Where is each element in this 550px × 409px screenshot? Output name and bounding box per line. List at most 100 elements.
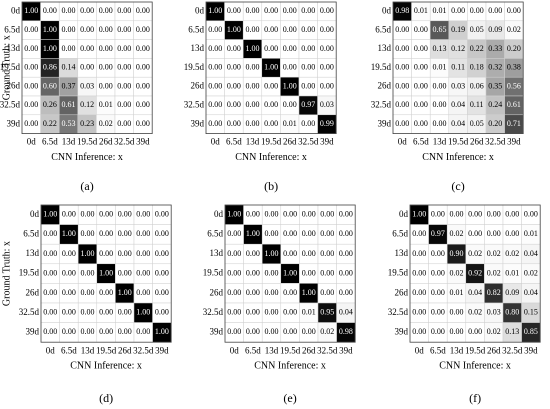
cell-value-label: 0.00 [302,268,316,277]
cell-value-label: 0.00 [62,268,76,277]
x-tick-label: 26d [470,137,484,147]
cell-value-label: 0.18 [470,63,484,72]
cell-value-label: 0.00 [43,327,57,336]
x-tick-label: 13d [246,137,260,147]
cell-value-label: 0.00 [468,327,482,336]
y-tick-label: 6.5d [207,228,223,238]
cell-value-label: 0.00 [470,6,484,15]
y-tick-label: 26d [26,287,40,297]
x-tick-label: 32.5d [114,137,135,147]
cell-value-label: 0.00 [62,44,76,53]
cell-value-label: 0.00 [283,210,297,219]
cell-value-label: 0.00 [24,25,38,34]
cell-value-label: 0.00 [136,119,150,128]
y-tick-label: 39d [191,118,205,128]
cell-value-label: 0.00 [227,119,241,128]
cell-value-label: 0.00 [136,210,150,219]
cell-value-label: 0.00 [246,25,260,34]
y-tick-label: 13d [7,43,21,53]
cell-value-label: 0.99 [320,119,334,128]
cell-value-label: 0.00 [136,81,150,90]
cell-value-label: 1.00 [227,210,241,219]
cell-value-label: 0.00 [412,288,426,297]
cell-value-label: 0.01 [505,268,519,277]
x-tick-label: 0d [27,137,37,147]
x-tick-label: 6.5d [413,137,429,147]
x-tick-label: 13d [62,137,76,147]
cell-value-label: 0.02 [450,229,464,238]
x-tick-label: 39d [524,345,538,355]
cell-value-label: 1.00 [227,25,241,34]
cell-value-label: 0.00 [80,63,94,72]
cell-value-label: 0.20 [488,119,502,128]
cell-value-label: 0.00 [43,229,57,238]
cell-value-label: 0.00 [505,229,519,238]
cell-value-label: 0.00 [208,81,222,90]
cell-value-label: 0.22 [43,119,57,128]
cell-value-label: 0.00 [395,25,409,34]
cell-value-label: 0.00 [81,327,95,336]
cell-value-label: 0.00 [246,210,260,219]
cell-value-label: 0.14 [62,63,76,72]
cell-value-label: 0.00 [246,308,260,317]
cell-value-label: 0.02 [487,327,501,336]
cell-value-label: 0.01 [414,6,428,15]
y-tick-label: 26d [191,81,205,91]
cell-value-label: 0.00 [117,63,131,72]
cell-value-label: 0.04 [339,308,353,317]
y-tick-label: 19.5d [0,62,21,72]
panel-caption: (f) [469,391,481,405]
cell-value-label: 0.00 [81,268,95,277]
cell-value-label: 0.38 [507,63,521,72]
heatmap-panel: 1.00 0.00 0.00 0.00 0.00 0.00 0.00 0.00 1.00 0.00… [184,1,337,193]
cell-value-label: 0.00 [24,119,38,128]
cell-value-label: 0.00 [433,81,447,90]
x-axis-label: CNN Inference: x [254,360,326,371]
cell-value-label: 0.00 [136,229,150,238]
cell-value-label: 0.00 [433,119,447,128]
cell-value-label: 0.00 [80,6,94,15]
cell-value-label: 0.00 [302,249,316,258]
cell-value-label: 0.00 [414,44,428,53]
cell-value-label: 0.00 [43,288,57,297]
cell-value-label: 0.00 [208,25,222,34]
cell-value-label: 0.00 [412,308,426,317]
cell-value-label: 0.00 [320,44,334,53]
cell-value-label: 0.00 [227,249,241,258]
cell-value-label: 0.00 [62,308,76,317]
cell-value-label: 0.00 [24,100,38,109]
cell-value-label: 0.11 [470,100,484,109]
cell-value-label: 0.15 [524,308,538,317]
cell-value-label: 0.01 [433,63,447,72]
x-tick-label: 26d [487,345,501,355]
cell-value-label: 0.01 [283,119,297,128]
y-tick-label: 6.5d [188,24,204,34]
cell-value-label: 0.00 [136,268,150,277]
cell-value-label: 0.00 [246,268,260,277]
x-tick-label: 6.5d [61,345,77,355]
panel-caption: (c) [451,179,464,193]
cell-value-label: 0.23 [80,119,94,128]
cell-value-label: 0.01 [433,6,447,15]
cell-value-label: 0.00 [264,6,278,15]
cell-value-label: 0.00 [414,81,428,90]
y-axis-label: Ground Truth: x [1,35,12,100]
x-axis-label: CNN Inference: x [51,152,123,163]
x-tick-label: 6.5d [430,345,446,355]
cell-value-label: 0.00 [24,44,38,53]
cell-value-label: 0.06 [470,81,484,90]
cell-value-label: 0.00 [43,249,57,258]
cell-value-label: 0.00 [487,210,501,219]
x-tick-label: 32.5d [317,345,338,355]
x-tick-label: 39d [320,137,334,147]
cell-value-label: 0.00 [431,308,445,317]
cell-value-label: 0.00 [414,100,428,109]
cell-value-label: 0.00 [117,44,131,53]
x-tick-label: 19.5d [261,137,282,147]
x-tick-label: 39d [155,345,169,355]
x-axis-label: CNN Inference: x [70,360,142,371]
cell-value-label: 0.00 [414,25,428,34]
cell-value-label: 0.04 [524,249,538,258]
cell-value-label: 0.00 [99,288,113,297]
cell-value-label: 0.00 [265,308,279,317]
